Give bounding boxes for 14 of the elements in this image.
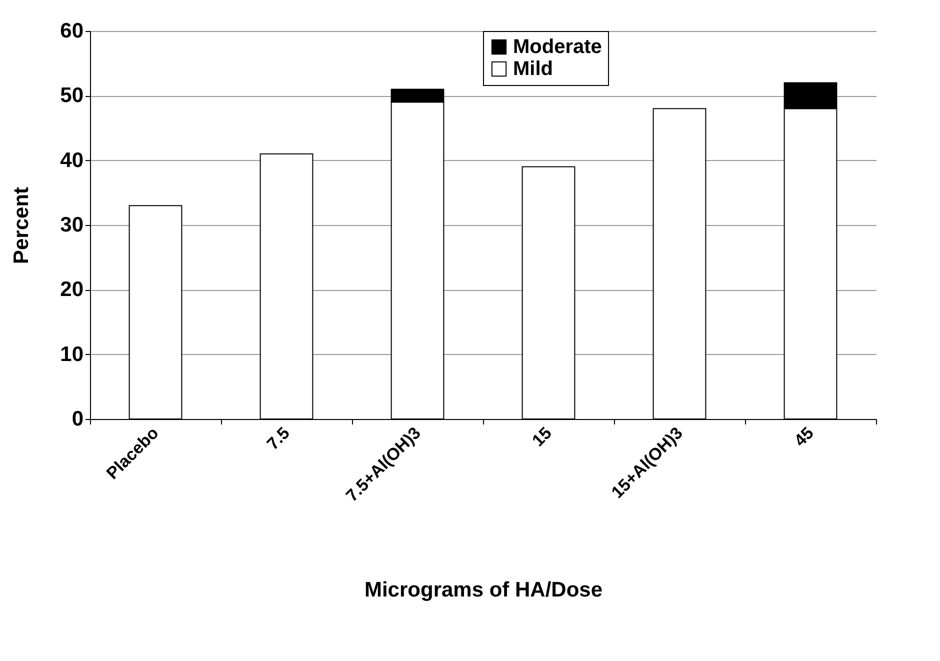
x-tick-label: 45	[790, 423, 818, 450]
y-axis-title: Percent	[10, 186, 34, 264]
y-tick-label: 20	[60, 278, 84, 302]
x-tick-label: 15	[528, 423, 556, 450]
y-tick-label: 60	[60, 20, 84, 42]
y-tick-label: 50	[60, 84, 84, 108]
y-tick-label: 40	[60, 148, 84, 172]
legend-label: Moderate	[513, 36, 602, 58]
legend-label: Mild	[513, 58, 553, 80]
y-tick-label: 30	[60, 214, 84, 236]
y-tick-label: 0	[72, 408, 84, 430]
x-tick-label: 7.5	[263, 423, 294, 454]
y-tick-label: 10	[60, 342, 84, 366]
x-axis-title: Micrograms of HA/Dose	[364, 578, 603, 602]
